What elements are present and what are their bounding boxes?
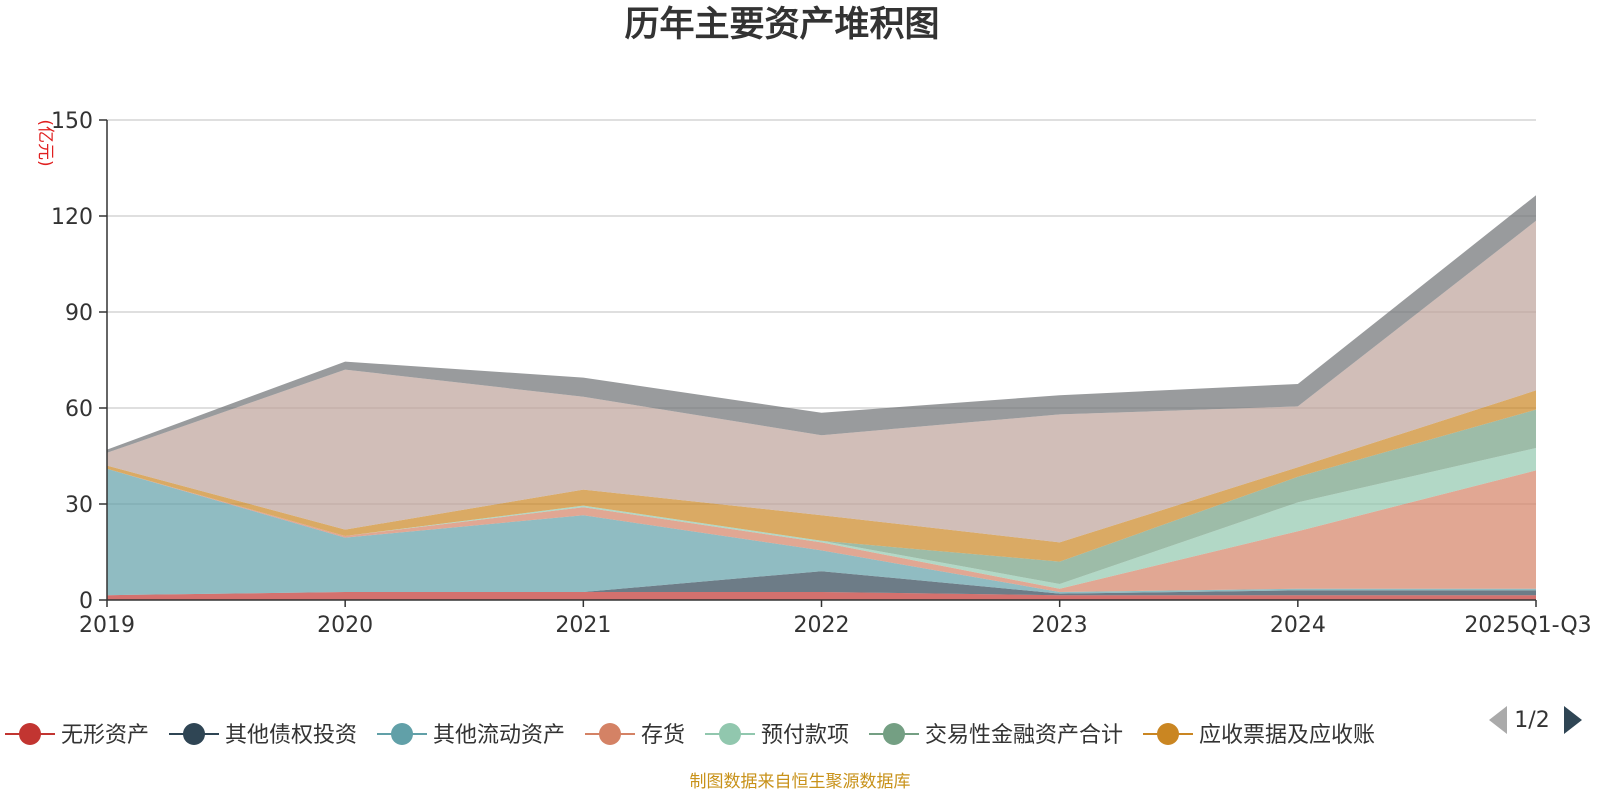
legend-label: 交易性金融资产合计 [925, 723, 1123, 748]
area-series-7[interactable] [107, 390, 1536, 562]
x-tick-label: 2023 [1032, 613, 1088, 638]
x-tick-label: 2019 [79, 613, 135, 638]
legend-label: 预付款项 [761, 723, 849, 748]
chart-title: 历年主要资产堆积图 [624, 5, 939, 45]
legend-marker-icon [19, 723, 41, 745]
y-tick-label: 90 [65, 301, 93, 326]
x-tick-label: 2020 [317, 613, 373, 638]
legend-item[interactable]: 无形资产 [5, 723, 149, 748]
area-series-group [107, 195, 1536, 600]
triangle-right-icon[interactable] [1564, 706, 1582, 734]
area-series-2[interactable] [107, 571, 1536, 596]
area-series-1[interactable] [107, 592, 1536, 600]
legend-item[interactable]: 应收票据及应收账 [1143, 723, 1375, 748]
x-tick-label: 2024 [1270, 613, 1326, 638]
y-tick-label: 120 [51, 205, 93, 230]
area-series-3[interactable] [107, 468, 1536, 596]
y-tick-label: 60 [65, 397, 93, 422]
legend-label: 其他债权投资 [225, 723, 357, 748]
area-series-6[interactable] [107, 409, 1536, 584]
y-axis-ticks: 0 30 60 90 120 150 [51, 109, 107, 614]
area-series-5[interactable] [107, 448, 1536, 589]
legend-pager: 1/2 [1489, 706, 1582, 734]
legend: 无形资产 其他债权投资 其他流动资产 存货 预付款项 交易性金融资产合计 应收票据及应收账 [5, 723, 1375, 748]
legend-item[interactable]: 交易性金融资产合计 [869, 723, 1123, 748]
legend-page-indicator: 1/2 [1514, 708, 1549, 733]
legend-marker-icon [883, 723, 905, 745]
x-tick-label: 2022 [794, 613, 850, 638]
legend-item[interactable]: 其他流动资产 [377, 723, 565, 748]
y-axis-unit-label: (亿元) [35, 119, 55, 166]
legend-item[interactable]: 存货 [585, 723, 685, 748]
legend-marker-icon [1157, 723, 1179, 745]
data-source-note: 制图数据来自恒生聚源数据库 [690, 772, 911, 792]
legend-item[interactable]: 其他债权投资 [169, 723, 357, 748]
area-series-8[interactable] [107, 220, 1536, 543]
legend-marker-icon [599, 723, 621, 745]
y-tick-label: 150 [51, 109, 93, 134]
legend-label: 无形资产 [61, 723, 149, 748]
y-tick-label: 30 [65, 493, 93, 518]
legend-marker-icon [183, 723, 205, 745]
legend-label: 存货 [641, 723, 685, 748]
x-tick-label: 2021 [555, 613, 611, 638]
triangle-left-icon[interactable] [1489, 706, 1507, 734]
x-axis-ticks: 2019 2020 2021 2022 2023 2024 2025Q1-Q3 [79, 600, 1592, 638]
y-tick-label: 0 [79, 589, 93, 614]
legend-marker-icon [391, 723, 413, 745]
legend-item[interactable]: 预付款项 [705, 723, 849, 748]
legend-label: 应收票据及应收账 [1199, 723, 1375, 748]
legend-label: 其他流动资产 [433, 723, 565, 748]
x-tick-label: 2025Q1-Q3 [1464, 613, 1591, 638]
legend-marker-icon [719, 723, 741, 745]
area-series-4[interactable] [107, 468, 1536, 592]
